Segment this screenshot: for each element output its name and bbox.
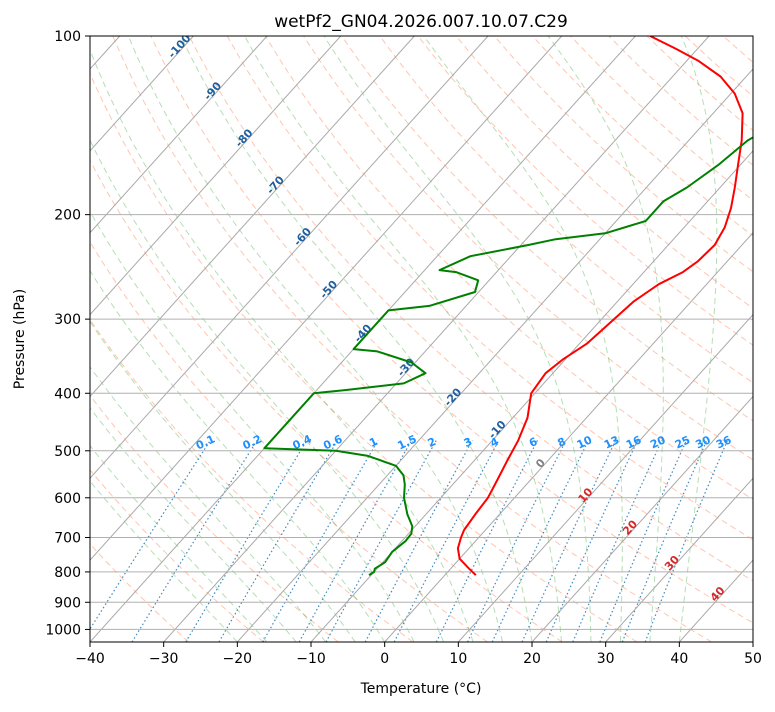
- x-tick-label: 40: [670, 651, 688, 667]
- x-tick-label: 0: [380, 651, 389, 667]
- x-tick-label: 20: [523, 651, 541, 667]
- x-axis-title: Temperature (°C): [360, 681, 482, 697]
- y-tick-label: 300: [54, 312, 81, 328]
- y-tick-label: 700: [54, 531, 81, 547]
- y-tick-label: 400: [54, 386, 81, 402]
- x-tick-label: 10: [449, 651, 467, 667]
- y-tick-label: 100: [54, 29, 81, 45]
- x-tick-label: −40: [75, 651, 105, 667]
- y-tick-label: 600: [54, 491, 81, 507]
- x-tick-label: −20: [223, 651, 253, 667]
- x-tick-label: 30: [597, 651, 615, 667]
- x-tick-label: −30: [149, 651, 179, 667]
- y-tick-label: 1000: [45, 622, 81, 638]
- y-axis-title: Pressure (hPa): [12, 289, 28, 389]
- chart-title: wetPf2_GN04.2026.007.10.07.C29: [274, 12, 568, 32]
- x-tick-label: 50: [744, 651, 762, 667]
- y-tick-label: 200: [54, 208, 81, 224]
- y-tick-label: 900: [54, 595, 81, 611]
- y-tick-label: 500: [54, 444, 81, 460]
- y-tick-label: 800: [54, 565, 81, 581]
- x-tick-label: −10: [296, 651, 326, 667]
